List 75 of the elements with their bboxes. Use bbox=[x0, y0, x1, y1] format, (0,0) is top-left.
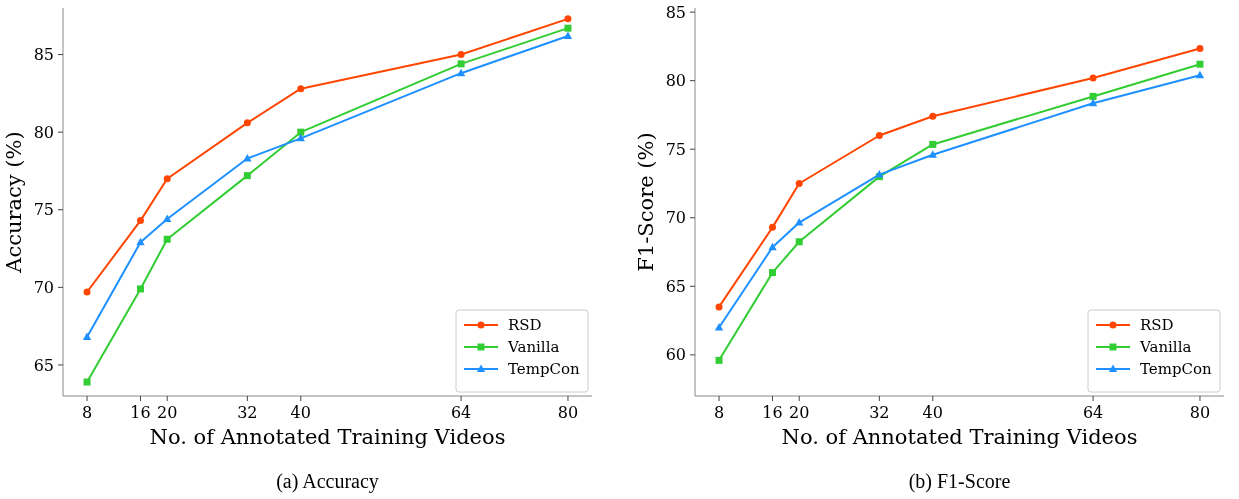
y-axis-title: F1-Score (%) bbox=[634, 132, 658, 272]
y-tick-label: 80 bbox=[33, 122, 54, 142]
point bbox=[875, 132, 883, 140]
point bbox=[456, 68, 466, 77]
x-axis-title: No. of Annotated Training Videos bbox=[781, 425, 1138, 449]
point bbox=[83, 378, 91, 386]
x-tick-label: 32 bbox=[869, 403, 890, 422]
y-tick-label: 65 bbox=[33, 355, 54, 375]
point bbox=[928, 150, 937, 158]
point bbox=[1196, 44, 1204, 52]
point bbox=[564, 15, 572, 23]
point bbox=[136, 285, 144, 293]
y-tick-label: 75 bbox=[33, 200, 54, 220]
x-tick-label: 64 bbox=[1082, 403, 1104, 422]
point bbox=[457, 60, 465, 68]
point bbox=[795, 179, 803, 187]
point bbox=[297, 128, 305, 136]
point bbox=[1088, 98, 1098, 107]
y-tick-label: 80 bbox=[665, 71, 686, 91]
point bbox=[83, 288, 91, 296]
point bbox=[243, 172, 251, 180]
x-axis-title: No. of Annotated Training Videos bbox=[149, 425, 506, 449]
point bbox=[1196, 60, 1204, 68]
point bbox=[163, 235, 171, 243]
point bbox=[929, 140, 937, 148]
point bbox=[715, 303, 723, 311]
point bbox=[243, 119, 251, 127]
x-tick-label: 16 bbox=[130, 403, 151, 422]
point bbox=[297, 85, 305, 93]
point bbox=[768, 223, 776, 231]
x-tick-label: 32 bbox=[237, 403, 258, 422]
x-tick-label: 80 bbox=[557, 403, 579, 422]
legend-label: Vanilla bbox=[1139, 338, 1192, 357]
text: (a) Accuracy bbox=[276, 470, 379, 493]
point bbox=[163, 214, 172, 223]
text: (b) F1-Score bbox=[908, 470, 1011, 493]
point bbox=[563, 31, 573, 39]
y-tick-label: 70 bbox=[665, 208, 686, 228]
x-tick-label: 80 bbox=[1189, 403, 1211, 422]
legend-label: TempCon bbox=[508, 360, 581, 379]
point bbox=[1195, 70, 1205, 79]
point bbox=[1089, 74, 1097, 82]
point bbox=[795, 238, 803, 246]
point bbox=[768, 269, 776, 277]
x-tick-label: 40 bbox=[922, 403, 943, 422]
y-tick-label: 75 bbox=[665, 139, 686, 159]
point bbox=[715, 356, 723, 364]
y-tick-label: 65 bbox=[665, 276, 686, 296]
legend-label: TempCon bbox=[1140, 360, 1213, 379]
y-tick-label: 70 bbox=[33, 277, 54, 297]
x-tick-label: 64 bbox=[450, 403, 472, 422]
x-tick-label: 8 bbox=[81, 403, 93, 422]
point bbox=[136, 237, 145, 246]
point bbox=[82, 332, 92, 341]
point bbox=[163, 175, 171, 183]
point bbox=[929, 112, 937, 120]
x-tick-label: 40 bbox=[290, 403, 311, 422]
point bbox=[768, 242, 777, 251]
legend-label: RSD bbox=[508, 316, 542, 335]
point bbox=[457, 51, 465, 59]
x-tick-label: 8 bbox=[713, 403, 725, 422]
y-tick-label: 85 bbox=[33, 45, 54, 65]
x-tick-label: 20 bbox=[789, 403, 810, 422]
point bbox=[1089, 92, 1097, 100]
x-tick-label: 16 bbox=[762, 403, 783, 422]
point bbox=[564, 24, 572, 32]
point bbox=[136, 217, 144, 225]
point bbox=[243, 154, 252, 162]
y-axis-title: Accuracy (%) bbox=[2, 131, 26, 274]
point bbox=[795, 218, 804, 226]
x-tick-label: 20 bbox=[157, 403, 178, 422]
legend-label: Vanilla bbox=[507, 338, 560, 357]
y-tick-label: 60 bbox=[665, 345, 686, 365]
legend-label: RSD bbox=[1140, 316, 1174, 335]
y-tick-label: 85 bbox=[665, 2, 686, 22]
